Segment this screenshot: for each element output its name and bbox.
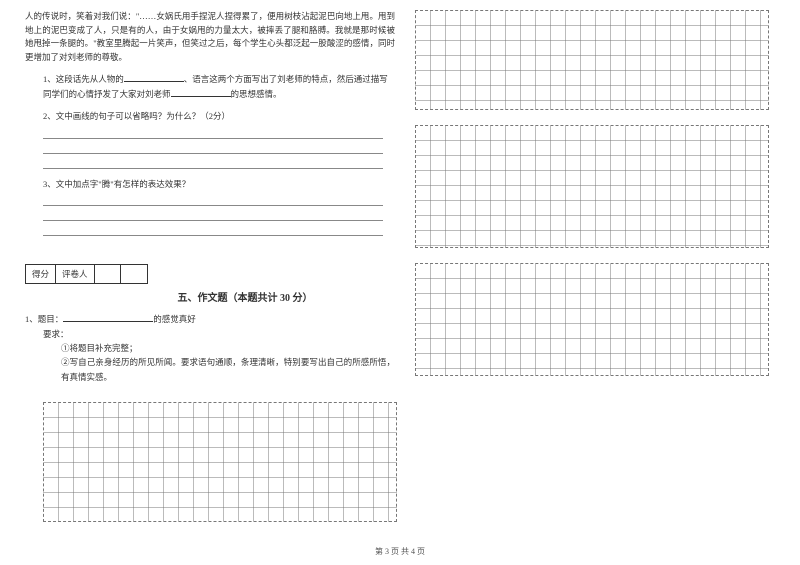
answer-line-q2-1[interactable]: [43, 127, 383, 139]
answer-line-q2-3[interactable]: [43, 157, 383, 169]
q1-blank-1[interactable]: [124, 72, 184, 82]
question-3: 3、文中加点字"腾"有怎样的表达效果？: [25, 177, 395, 191]
answer-line-q2-2[interactable]: [43, 142, 383, 154]
right-column: [415, 10, 775, 376]
score-blank-2[interactable]: [121, 265, 147, 283]
answer-line-q3-1[interactable]: [43, 194, 383, 206]
composition-title-suffix: 的感觉真好: [153, 314, 196, 324]
q1-text-prefix: 1、这段话先从人物的: [43, 74, 124, 84]
composition-req-2: ②写自己亲身经历的所见所闻。要求语句通顺，条理清晰，特别要写出自己的所感所悟，有…: [25, 355, 395, 384]
section-title-composition: 五、作文题（本题共计 30 分）: [95, 289, 395, 304]
composition-grid-3[interactable]: [415, 263, 769, 376]
composition-grid-1[interactable]: [415, 10, 769, 110]
question-2: 2、文中画线的句子可以省略吗？为什么？（2分）: [25, 109, 395, 123]
score-label: 得分: [26, 265, 56, 283]
composition-title-prefix: 1、题目：: [25, 314, 63, 324]
answer-line-q3-2[interactable]: [43, 209, 383, 221]
score-blank-1[interactable]: [95, 265, 121, 283]
composition-req-label: 要求：: [25, 329, 69, 339]
composition-instructions: 1、题目： 的感觉真好 要求： ①将题目补充完整； ②写自己亲身经历的所见所闻。要…: [25, 312, 395, 384]
q1-text-suffix: 的思想感情。: [231, 89, 282, 99]
left-column: 人的传说时，笑着对我们说："……女娲氏用手捏泥人捏得累了，便用树枝沾起泥巴向地上…: [25, 10, 395, 522]
composition-req-1: ①将题目补充完整；: [25, 343, 138, 353]
question-1: 1、这段话先从人物的、语言这两个方面写出了刘老师的特点，然后通过描写同学们的心情…: [25, 72, 395, 101]
answer-line-q3-3[interactable]: [43, 224, 383, 236]
composition-title-blank[interactable]: [63, 312, 153, 322]
composition-grid-2[interactable]: [415, 125, 769, 248]
page-footer: 第 3 页 共 4 页: [0, 546, 800, 557]
reading-passage: 人的传说时，笑着对我们说："……女娲氏用手捏泥人捏得累了，便用树枝沾起泥巴向地上…: [25, 10, 395, 64]
q1-blank-2[interactable]: [171, 87, 231, 97]
composition-grid-bottom[interactable]: [43, 402, 397, 522]
score-box: 得分 评卷人: [25, 264, 148, 284]
grader-label: 评卷人: [56, 265, 95, 283]
